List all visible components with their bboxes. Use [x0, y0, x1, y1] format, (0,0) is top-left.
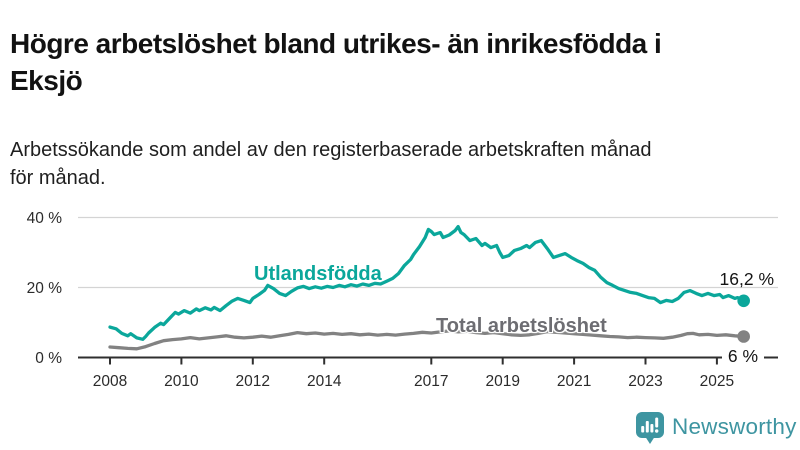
y-tick-label-0: 0 %	[35, 350, 62, 367]
x-tick-label-2023: 2023	[628, 373, 662, 390]
series-end-dot-utlandsfodda	[737, 294, 750, 308]
x-tick-label-2017: 2017	[414, 373, 448, 390]
subtitle-line-2: för månad.	[10, 167, 106, 189]
series-line-total	[108, 329, 746, 351]
subtitle-line-1: Arbetssökande som andel av den registerb…	[10, 139, 652, 161]
x-tick-label-2010: 2010	[164, 373, 199, 390]
end-value-label-total: 6 %	[722, 346, 764, 369]
chart-subtitle: Arbetssökande som andel av den registerb…	[10, 136, 792, 192]
x-tick-label-2014: 2014	[307, 373, 342, 390]
x-tick-label-2008: 2008	[93, 373, 127, 390]
series-line-utlandsfodda	[108, 224, 746, 341]
newsworthy-logo: Newsworthy	[636, 412, 796, 446]
end-value-label-utlandsfodda: 16,2 %	[719, 269, 774, 289]
x-tick-label-2021: 2021	[557, 373, 591, 390]
title-line-2: Eksjö	[10, 64, 83, 96]
x-tick-label-2019: 2019	[485, 373, 519, 390]
series-end-dot-total	[737, 330, 750, 343]
newsworthy-chart-bubble-icon	[636, 412, 664, 444]
y-tick-label-20: 20 %	[27, 280, 63, 297]
x-tick-label-2025: 2025	[700, 373, 734, 390]
title-line-1: Högre arbetslöshet bland utrikes- än inr…	[10, 27, 662, 59]
page-title: Högre arbetslöshet bland utrikes- än inr…	[10, 25, 792, 99]
series-label-total-arbetsloshet: Total arbetslöshet	[436, 315, 607, 337]
x-tick-label-2012: 2012	[236, 373, 270, 390]
newsworthy-logo-text: Newsworthy	[672, 414, 797, 439]
y-tick-label-40: 40 %	[27, 210, 63, 227]
series-label-utlandsfodda: Utlandsfödda	[254, 263, 382, 285]
